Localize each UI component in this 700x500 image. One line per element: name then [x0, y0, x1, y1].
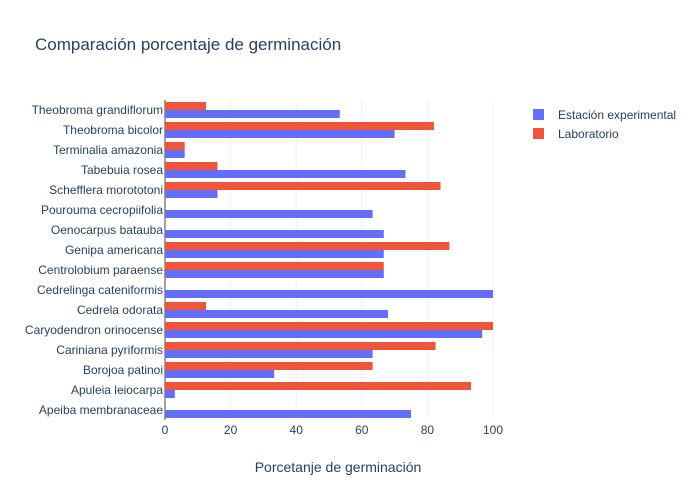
x-tick-label: 0: [162, 423, 169, 437]
bar-laboratorio: [165, 102, 206, 110]
y-tick-label: Tabebuia rosea: [81, 163, 163, 177]
bar-laboratorio: [165, 242, 450, 250]
y-tick-label: Cedrela odorata: [77, 303, 163, 317]
y-tick-label: Terminalia amazonia: [53, 143, 163, 157]
bar-estacion-experimental: [165, 370, 275, 378]
y-tick-label: Apuleia leiocarpa: [71, 383, 163, 397]
bar-laboratorio: [165, 162, 218, 170]
chart-title: Comparación porcentaje de germinación: [35, 35, 341, 54]
bar-estacion-experimental: [165, 270, 384, 278]
legend-label: Laboratorio: [558, 127, 619, 141]
y-tick-label: Cedrelinga cateniformis: [37, 283, 163, 297]
bar-estacion-experimental: [165, 250, 384, 258]
legend-item[interactable]: Estación experimental: [533, 108, 676, 122]
bar-laboratorio: [165, 122, 434, 130]
bar-estacion-experimental: [165, 110, 340, 118]
y-tick-label: Pourouma cecropiifolia: [41, 203, 163, 217]
y-tick-label: Apeiba membranaceae: [39, 403, 163, 417]
y-tick-label: Oenocarpus batauba: [51, 223, 163, 237]
bar-estacion-experimental: [165, 410, 411, 418]
bar-estacion-experimental: [165, 190, 218, 198]
y-tick-label: Cariniana pyriformis: [56, 343, 163, 357]
bar-laboratorio: [165, 302, 206, 310]
x-tick-label: 100: [483, 423, 503, 437]
y-tick-label: Theobroma grandiflorum: [32, 103, 163, 117]
y-tick-labels: Apeiba membranaceae Apuleia leiocarpa Boro…: [25, 103, 163, 417]
y-tick-label: Borojoa patinoi: [83, 363, 163, 377]
bar-estacion-experimental: [165, 170, 406, 178]
bar-estacion-experimental: [165, 390, 175, 398]
bar-laboratorio: [165, 322, 493, 330]
y-tick-label: Theobroma bicolor: [63, 123, 163, 137]
bar-estacion-experimental: [165, 210, 373, 218]
bar-estacion-experimental: [165, 310, 389, 318]
legend-label: Estación experimental: [558, 108, 676, 122]
bar-laboratorio: [165, 342, 436, 350]
y-tick-label: Centrolobium paraense: [38, 263, 163, 277]
bars-layer: [165, 102, 493, 418]
bar-estacion-experimental: [165, 150, 185, 158]
bar-laboratorio: [165, 142, 185, 150]
bar-estacion-experimental: [165, 230, 384, 238]
y-tick-label: Genipa americana: [65, 243, 163, 257]
bar-laboratorio: [165, 362, 373, 370]
x-tick-label: 20: [224, 423, 238, 437]
legend[interactable]: Estación experimental Laboratorio: [533, 108, 676, 141]
bar-laboratorio: [165, 182, 441, 190]
bar-laboratorio: [165, 382, 472, 390]
bar-estacion-experimental: [165, 330, 483, 338]
legend-swatch: [533, 128, 544, 139]
bar-estacion-experimental: [165, 130, 395, 138]
bar-estacion-experimental: [165, 350, 373, 358]
bar-estacion-experimental: [165, 290, 493, 298]
y-tick-label: Caryodendron orinocense: [25, 323, 163, 337]
x-tick-label: 80: [421, 423, 435, 437]
legend-item[interactable]: Laboratorio: [533, 127, 619, 141]
legend-swatch: [533, 109, 544, 120]
x-axis-title: Porcetanje de germinación: [255, 459, 422, 475]
x-tick-labels: 0 20 40 60 80 100: [162, 423, 504, 437]
x-tick-label: 40: [290, 423, 304, 437]
x-tick-label: 60: [355, 423, 369, 437]
bar-laboratorio: [165, 262, 384, 270]
y-tick-label: Schefflera morototoni: [49, 183, 163, 197]
